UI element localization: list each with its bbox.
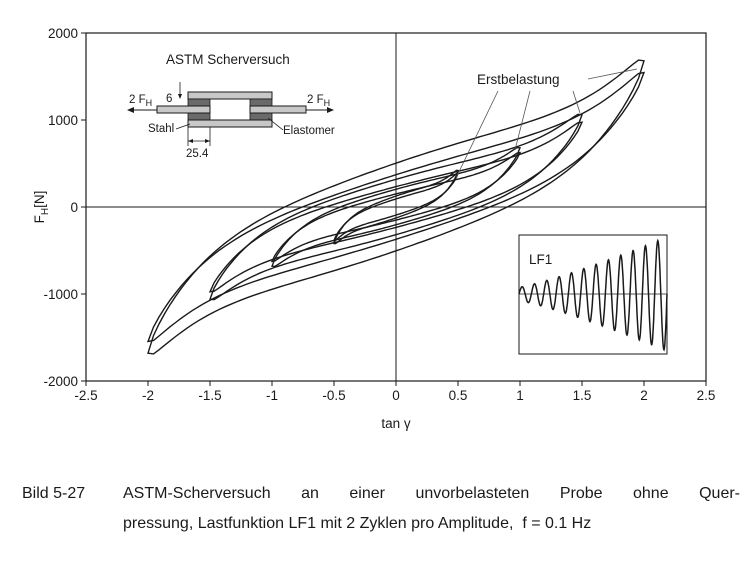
force-right-label: 2 FH — [307, 94, 330, 108]
arrow-right-icon — [327, 107, 334, 113]
elastomer-block-1 — [187, 98, 211, 107]
astm-inset: ASTM Scherversuch 2 FH 2 FH 6 Stahl Elas… — [127, 52, 335, 160]
hysteresis-loop-4-cycle-2 — [146, 71, 646, 343]
x-tick-label: -0.5 — [322, 388, 345, 403]
x-tick-label: 1 — [516, 388, 524, 403]
force-left-label: 2 FH — [129, 94, 152, 108]
svg-text:FH[N]: FH[N] — [32, 191, 51, 224]
y-tick-label: 0 — [70, 200, 78, 215]
lf1-waveform — [518, 238, 668, 352]
erstbelastung-label: Erstbelastung — [477, 72, 560, 87]
hysteresis-loop-3-cycle-2 — [208, 121, 584, 293]
steel-plate-top — [187, 91, 273, 100]
x-tick-label: -2 — [142, 388, 154, 403]
hysteresis-loop-2-cycle-1 — [271, 146, 521, 268]
x-tick-label: 0 — [392, 388, 400, 403]
axis-ticks: -2.5 -2 -1.5 -1 -0.5 0 0.5 1 1.5 2 2.5 2000 1000 0 -10… — [43, 26, 715, 403]
dim-width: 25.4 — [186, 148, 209, 160]
thickness-arrow-icon — [178, 94, 182, 99]
label-elastomer: Elastomer — [283, 125, 335, 137]
caption-line-2: pressung, Lastfunktion LF1 mit 2 Zyklen … — [123, 509, 740, 539]
hysteresis-loop-4-cycle-1 — [147, 59, 645, 355]
x-tick-label: 1.5 — [573, 388, 592, 403]
inset-title: ASTM Scherversuch — [166, 52, 290, 67]
y-tick-label: -1000 — [43, 287, 78, 302]
y-axis-label: F — [32, 215, 47, 223]
y-axis-label-group: FH[N] — [32, 191, 51, 224]
erstbelastung-leaders — [455, 68, 638, 179]
lf1-inset: LF1 — [518, 234, 668, 355]
label-steel: Stahl — [148, 123, 174, 135]
x-axis-label: tan γ — [381, 416, 411, 431]
caption-number: Bild 5-27 — [22, 485, 86, 502]
y-tick-label: -2000 — [43, 374, 78, 389]
hysteresis-loop-2-cycle-2 — [270, 151, 522, 263]
steel-bar-right — [249, 105, 307, 114]
x-tick-label: -1 — [266, 388, 278, 403]
hysteresis-loop-3-cycle-1 — [209, 113, 583, 301]
steel-bar-left — [156, 105, 211, 114]
dim-thickness: 6 — [166, 93, 172, 105]
caption-line-1: ASTM-Scherversuch an einer unvorbelastet… — [123, 485, 740, 502]
x-tick-label: -2.5 — [74, 388, 97, 403]
hysteresis-chart: -2.5 -2 -1.5 -1 -0.5 0 0.5 1 1.5 2 2.5 2000 1000 0 -10… — [32, 26, 715, 431]
steel-plate-bottom — [187, 119, 273, 128]
x-tick-label: 2 — [640, 388, 648, 403]
elastomer-block-3 — [187, 112, 211, 121]
lf1-label: LF1 — [529, 252, 552, 267]
x-tick-label: 0.5 — [449, 388, 468, 403]
y-tick-label: 2000 — [48, 26, 78, 41]
caption-line-2-text: pressung, Lastfunktion LF1 mit 2 Zyklen … — [123, 515, 514, 532]
x-tick-label: -1.5 — [198, 388, 221, 403]
arrow-left-icon — [127, 107, 134, 113]
y-axis-label-sub: H — [40, 208, 51, 215]
elastomer-block-2 — [249, 98, 273, 107]
y-axis-label-unit: [N] — [32, 191, 47, 208]
y-tick-label: 1000 — [48, 113, 78, 128]
caption-formula: f = 0.1 Hz — [522, 515, 592, 532]
hysteresis-loops — [146, 59, 646, 355]
x-tick-label: 2.5 — [697, 388, 716, 403]
